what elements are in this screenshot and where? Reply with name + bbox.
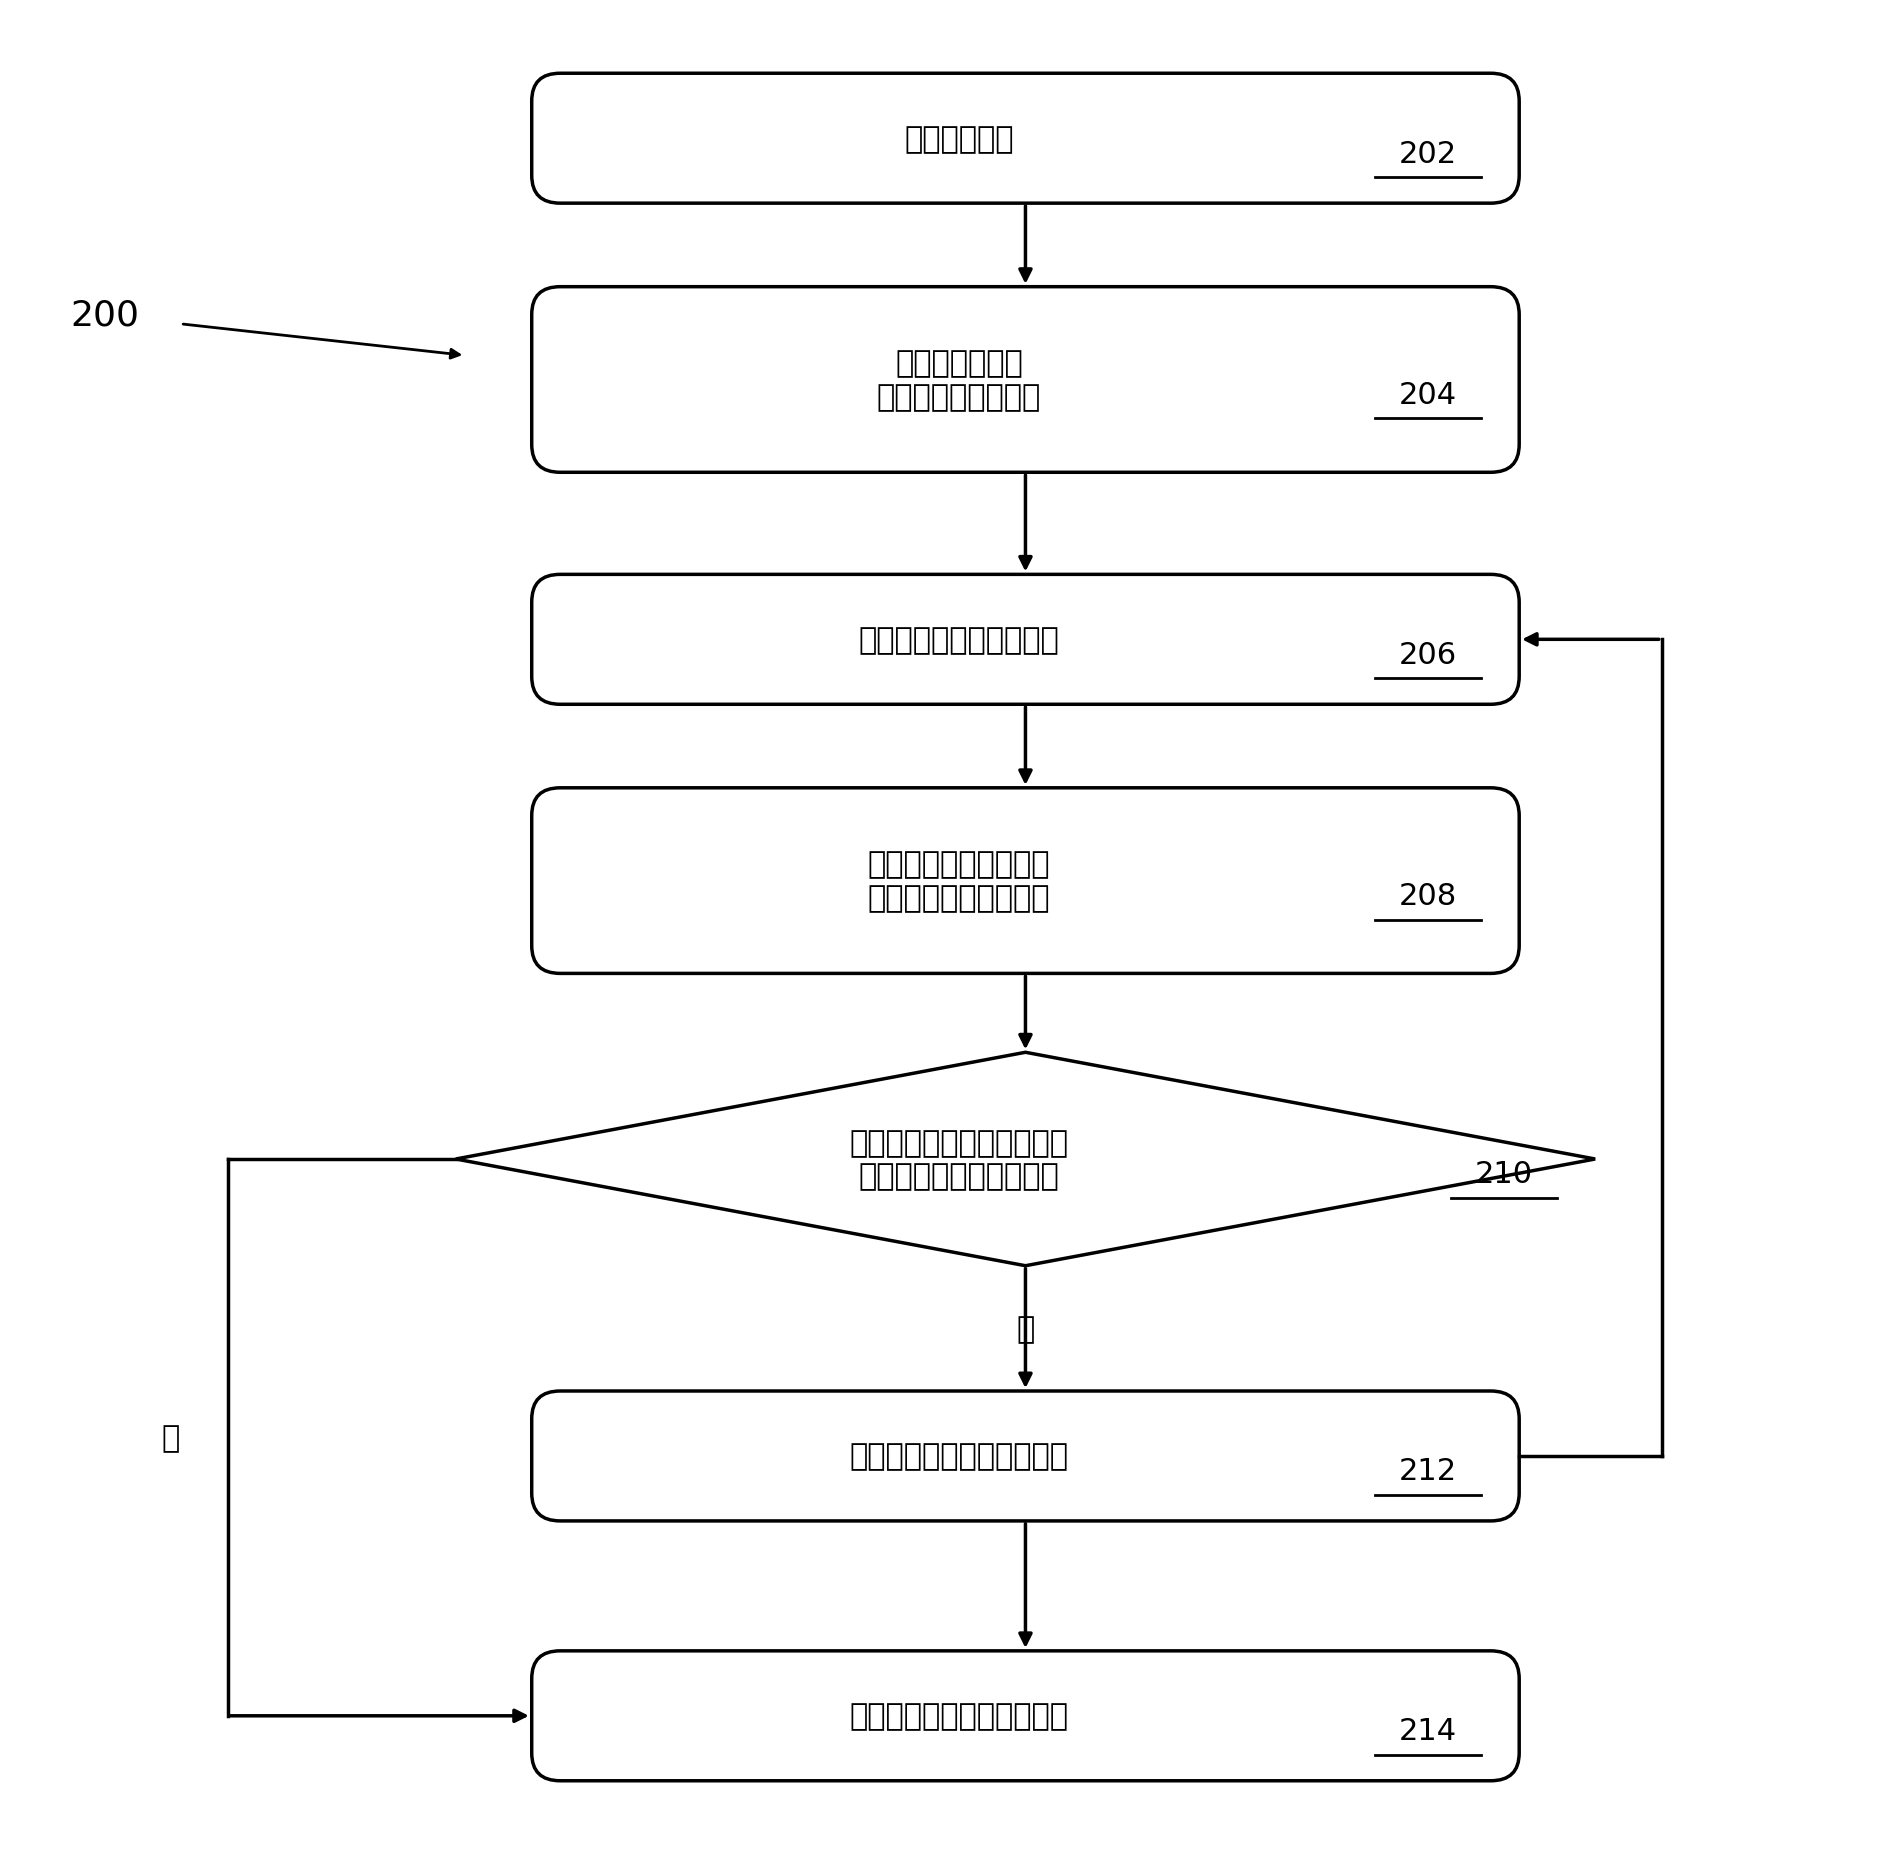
Text: 204: 204: [1399, 380, 1456, 410]
Text: 是: 是: [1015, 1313, 1034, 1343]
Text: 212: 212: [1399, 1456, 1456, 1486]
FancyBboxPatch shape: [531, 575, 1518, 705]
FancyBboxPatch shape: [531, 1391, 1518, 1521]
Text: 214: 214: [1399, 1716, 1456, 1746]
Text: 208: 208: [1399, 881, 1456, 911]
Text: 阻止第二部件的表示的定位: 阻止第二部件的表示的定位: [848, 1441, 1069, 1471]
Polygon shape: [456, 1052, 1594, 1265]
Text: 允许第二部件的表示的定位: 允许第二部件的表示的定位: [848, 1701, 1069, 1731]
Text: 第二部件的表示的定位是否
违反至少一个定位约束？: 第二部件的表示的定位是否 违反至少一个定位约束？: [848, 1128, 1069, 1191]
Text: 显示骨的表示: 显示骨的表示: [903, 124, 1014, 154]
FancyBboxPatch shape: [531, 1651, 1518, 1781]
Text: 否: 否: [161, 1423, 180, 1452]
Text: 200: 200: [70, 299, 139, 332]
Text: 显示第二植入部件的表示: 显示第二植入部件的表示: [858, 625, 1059, 655]
Text: 显示相对于骨的
第一植入部件的表示: 显示相对于骨的 第一植入部件的表示: [877, 349, 1040, 412]
FancyBboxPatch shape: [531, 74, 1518, 204]
Text: 210: 210: [1475, 1159, 1532, 1189]
Text: 206: 206: [1399, 640, 1456, 670]
Text: 接收与第二植入部件的
表示的定位相关的数据: 接收与第二植入部件的 表示的定位相关的数据: [867, 850, 1050, 913]
Text: 202: 202: [1399, 139, 1456, 169]
FancyBboxPatch shape: [531, 288, 1518, 473]
FancyBboxPatch shape: [531, 788, 1518, 974]
